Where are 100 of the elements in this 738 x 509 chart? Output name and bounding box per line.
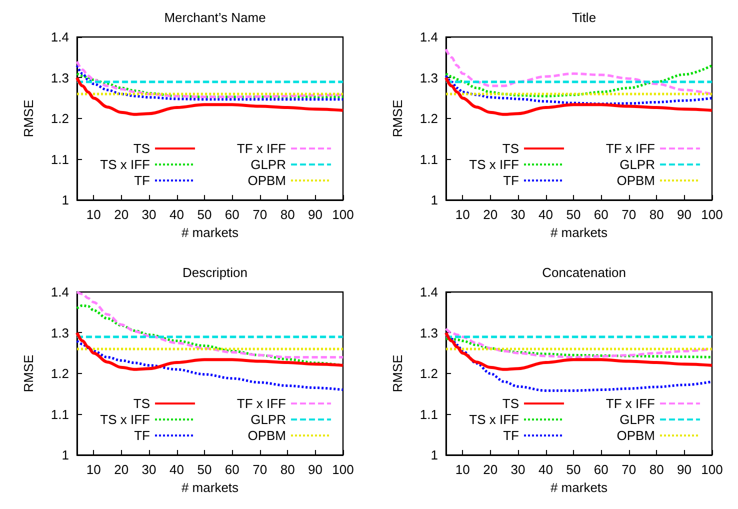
legend-label: GLPR bbox=[620, 157, 655, 172]
x-tick-label: 40 bbox=[538, 207, 553, 222]
legend-label: TF bbox=[134, 428, 150, 443]
y-tick-label: 1 bbox=[430, 192, 438, 208]
chart-title: Concatenation bbox=[542, 265, 626, 280]
legend-label: TS bbox=[502, 396, 520, 411]
y-tick-label: 1.4 bbox=[420, 30, 438, 44]
x-tick-label: 20 bbox=[483, 207, 498, 222]
x-axis-title: # markets bbox=[550, 480, 608, 495]
x-tick-label: 10 bbox=[86, 207, 101, 222]
line-series bbox=[76, 76, 344, 116]
legend-label: TS bbox=[133, 141, 150, 156]
x-tick-label: 100 bbox=[332, 207, 354, 222]
line-series bbox=[444, 76, 714, 116]
legend-label: TF x IFF bbox=[236, 396, 286, 411]
legend-label: TF x IFF bbox=[606, 141, 656, 156]
x-tick-label: 70 bbox=[622, 207, 636, 222]
x-tick-label: 10 bbox=[455, 207, 470, 222]
y-axis-title: RMSE bbox=[390, 354, 405, 392]
x-tick-label: 30 bbox=[510, 207, 526, 222]
x-tick-label: 30 bbox=[142, 207, 156, 222]
legend-label: GLPR bbox=[250, 157, 286, 172]
x-tick-label: 70 bbox=[622, 462, 636, 477]
y-tick-label: 1.1 bbox=[420, 406, 438, 422]
y-tick-label: 1.2 bbox=[50, 111, 69, 126]
y-tick-label: 1.2 bbox=[420, 111, 438, 126]
y-tick-label: 1 bbox=[430, 448, 438, 462]
line-series bbox=[76, 290, 344, 358]
line-series bbox=[76, 72, 344, 98]
legend-label: TS x IFF bbox=[100, 412, 150, 427]
legend-label: TS x IFF bbox=[469, 412, 520, 427]
legend-label: TF bbox=[503, 173, 520, 188]
line-series bbox=[444, 64, 714, 98]
legend-label: OPBM bbox=[248, 173, 286, 188]
chart-title: Merchant’s Name bbox=[164, 10, 266, 25]
x-tick-label: 90 bbox=[677, 207, 692, 222]
legend-label: TF bbox=[134, 173, 150, 188]
line-series bbox=[444, 48, 714, 96]
legend-label: OPBM bbox=[616, 428, 655, 443]
x-tick-label: 80 bbox=[280, 462, 295, 477]
x-tick-label: 60 bbox=[594, 207, 608, 222]
x-tick-label: 20 bbox=[114, 462, 129, 477]
x-tick-label: 30 bbox=[510, 462, 526, 477]
y-tick-label: 1.4 bbox=[50, 284, 69, 300]
legend-label: TF bbox=[503, 428, 520, 443]
x-tick-label: 80 bbox=[280, 207, 295, 222]
y-tick-label: 1.3 bbox=[420, 325, 438, 340]
line-series bbox=[444, 338, 714, 358]
x-tick-label: 30 bbox=[142, 462, 156, 477]
line-series bbox=[76, 331, 344, 371]
x-tick-label: 10 bbox=[455, 462, 470, 477]
legend-label: TF x IFF bbox=[606, 396, 656, 411]
y-tick-label: 1.1 bbox=[50, 152, 69, 167]
y-tick-label: 1.2 bbox=[420, 366, 438, 381]
y-tick-label: 1.4 bbox=[50, 30, 69, 44]
x-tick-label: 60 bbox=[224, 462, 240, 477]
y-tick-label: 1 bbox=[62, 192, 69, 208]
x-tick-label: 40 bbox=[538, 462, 553, 477]
y-axis-title: RMSE bbox=[390, 99, 405, 138]
legend-label: OPBM bbox=[248, 428, 286, 443]
legend-label: TF x IFF bbox=[236, 141, 286, 156]
x-tick-label: 50 bbox=[197, 462, 212, 477]
x-tick-label: 70 bbox=[252, 207, 268, 222]
x-tick-label: 20 bbox=[483, 462, 498, 477]
legend-label: GLPR bbox=[620, 412, 655, 427]
x-tick-label: 100 bbox=[332, 462, 354, 477]
y-axis-title: RMSE bbox=[21, 354, 36, 392]
x-tick-label: 100 bbox=[701, 207, 723, 222]
x-tick-label: 90 bbox=[677, 462, 692, 477]
x-axis-title: # markets bbox=[181, 225, 240, 240]
y-tick-label: 1.1 bbox=[420, 152, 438, 167]
y-tick-label: 1.3 bbox=[50, 325, 69, 340]
x-axis-title: # markets bbox=[550, 225, 608, 240]
x-tick-label: 100 bbox=[701, 462, 723, 477]
x-tick-label: 70 bbox=[252, 462, 268, 477]
legend-label: TS x IFF bbox=[469, 157, 520, 172]
y-tick-label: 1 bbox=[62, 448, 69, 462]
x-tick-label: 90 bbox=[308, 462, 323, 477]
y-tick-label: 1.2 bbox=[50, 366, 69, 381]
y-axis-title: RMSE bbox=[21, 99, 36, 138]
chart-title: Description bbox=[182, 265, 248, 280]
x-tick-label: 60 bbox=[594, 462, 608, 477]
legend-label: OPBM bbox=[616, 173, 655, 188]
y-tick-label: 1.3 bbox=[420, 70, 438, 86]
x-tick-label: 90 bbox=[308, 207, 323, 222]
y-tick-label: 1.1 bbox=[50, 406, 69, 422]
legend-label: GLPR bbox=[250, 412, 286, 427]
x-tick-label: 50 bbox=[566, 462, 581, 477]
x-tick-label: 80 bbox=[649, 207, 664, 222]
x-tick-label: 40 bbox=[170, 462, 184, 477]
x-tick-label: 60 bbox=[224, 207, 240, 222]
x-tick-label: 10 bbox=[86, 462, 101, 477]
legend-label: TS bbox=[502, 141, 520, 156]
x-axis-title: # markets bbox=[181, 480, 240, 495]
legend-label: TS x IFF bbox=[100, 157, 150, 172]
x-tick-label: 20 bbox=[114, 207, 129, 222]
chart-title: Title bbox=[572, 10, 596, 25]
x-tick-label: 50 bbox=[566, 207, 581, 222]
line-series bbox=[444, 74, 714, 106]
x-tick-label: 80 bbox=[649, 462, 664, 477]
